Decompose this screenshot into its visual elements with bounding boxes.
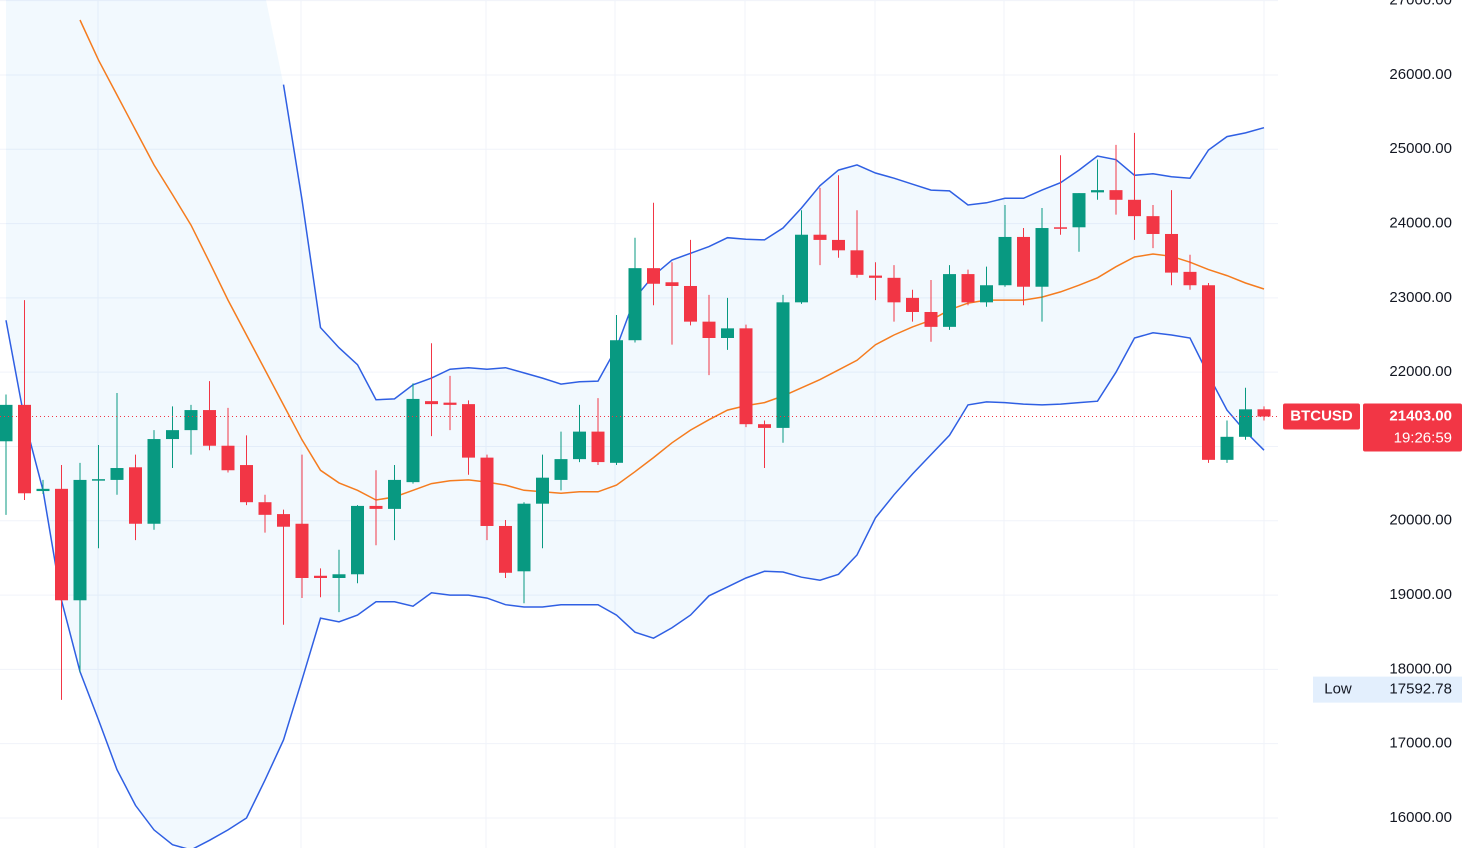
band-upper <box>282 84 1265 401</box>
price-tag: 21403.00 <box>1389 408 1452 425</box>
candle-body <box>480 457 494 526</box>
candle-body <box>961 274 975 303</box>
candle-body <box>924 311 938 327</box>
candle-body <box>758 424 771 428</box>
y-tick-label: 25000.00 <box>1389 140 1452 157</box>
candle-body <box>776 302 790 428</box>
candle-body <box>1220 436 1234 460</box>
candle-body <box>73 479 87 601</box>
candle-body <box>462 404 475 458</box>
candle-body <box>869 275 882 278</box>
symbol-tag-bg <box>1283 403 1360 430</box>
candle-body <box>277 514 290 527</box>
candle-body <box>980 285 993 303</box>
candle-body <box>517 503 531 572</box>
candle-body <box>147 439 161 524</box>
candle-body <box>1072 193 1086 228</box>
candle-body <box>1091 190 1104 193</box>
candle-body <box>369 505 383 509</box>
candle-body <box>55 488 68 601</box>
candle-body <box>554 459 568 480</box>
y-tick-label: 19000.00 <box>1389 586 1452 603</box>
candle-body <box>351 505 364 575</box>
candle-body <box>739 328 753 425</box>
candle-body <box>110 468 124 480</box>
candle-body <box>1239 409 1252 437</box>
candle-body <box>1109 190 1123 200</box>
candle-body <box>665 282 679 286</box>
y-tick-label: 24000.00 <box>1389 215 1452 232</box>
y-tick-label: 27000.00 <box>1389 0 1452 9</box>
candle-body <box>1128 199 1141 217</box>
low-tag-value: 17592.78 <box>1389 681 1452 698</box>
candle-body <box>1017 236 1030 287</box>
symbol-tag: BTCUSD <box>1290 408 1353 425</box>
candle-body <box>702 321 716 338</box>
candle-body <box>1202 285 1215 460</box>
candle-body <box>203 410 216 446</box>
candle-body <box>684 285 697 322</box>
candle-body <box>850 250 864 275</box>
candle-body <box>425 401 438 405</box>
candle-body <box>1146 216 1160 234</box>
candle-body <box>240 465 253 503</box>
y-tick-label: 18000.00 <box>1389 660 1452 677</box>
candle-body <box>18 404 31 494</box>
candle-body <box>184 410 198 431</box>
candle-body <box>129 467 142 524</box>
candle-body <box>1257 409 1271 417</box>
low-tag-bg <box>1313 676 1462 703</box>
candle-body <box>36 488 50 492</box>
price-tags: BTCUSD 21403.00 19:26:59 Low 17592.78 <box>1283 403 1462 703</box>
candle-body <box>813 234 827 240</box>
candle-body <box>221 445 235 471</box>
candle-body <box>628 268 642 341</box>
candle-body <box>166 430 179 440</box>
candle-body <box>887 277 901 303</box>
band-fill <box>6 0 1264 848</box>
y-tick-label: 20000.00 <box>1389 512 1452 529</box>
low-tag-name: Low <box>1324 681 1352 698</box>
countdown: 19:26:59 <box>1394 430 1452 447</box>
candle-body <box>258 502 272 515</box>
candle-body <box>721 328 734 338</box>
candle-body <box>388 479 401 509</box>
price-tag-bg <box>1363 403 1462 452</box>
y-tick-label: 16000.00 <box>1389 809 1452 826</box>
candle-body <box>536 477 549 504</box>
y-tick-label: 23000.00 <box>1389 289 1452 306</box>
candle-body <box>314 575 327 578</box>
candle-body <box>1165 233 1178 273</box>
band-lower <box>5 320 1265 848</box>
candle-body <box>443 402 457 405</box>
candle-body <box>0 404 13 442</box>
candle-body <box>647 268 660 284</box>
candle-body <box>943 274 956 327</box>
candle-body <box>332 574 346 578</box>
candle-body <box>295 523 309 578</box>
y-tick-label: 17000.00 <box>1389 735 1452 752</box>
candle-body <box>591 431 605 463</box>
candle-body <box>906 297 919 312</box>
band-middle <box>79 19 1265 501</box>
candle-body <box>1054 227 1067 229</box>
candle-body <box>832 239 845 251</box>
candle-body <box>406 398 420 483</box>
candle-body <box>795 234 808 303</box>
candle-body <box>998 236 1012 286</box>
plot-area <box>0 0 1278 848</box>
y-tick-label: 26000.00 <box>1389 66 1452 83</box>
candle-body <box>499 525 512 573</box>
candle-body <box>610 340 623 463</box>
y-tick-label: 22000.00 <box>1389 363 1452 380</box>
candle-body <box>1183 271 1197 286</box>
candle-body <box>573 431 586 460</box>
candle-body <box>92 479 105 481</box>
candle-body <box>1035 228 1049 287</box>
